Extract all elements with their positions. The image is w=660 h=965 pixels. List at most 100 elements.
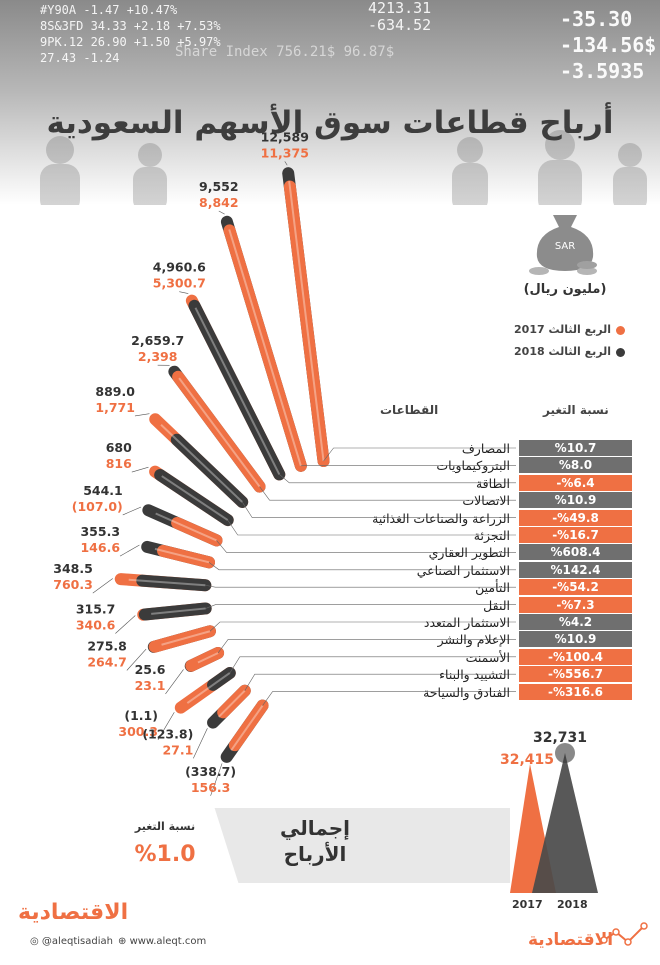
legend-swatch-2018 [616, 347, 625, 357]
sector-bar-group [149, 465, 234, 527]
bar-2017 [172, 370, 266, 493]
sector-name: الاتصالات [462, 493, 510, 509]
sector-bar-group [220, 699, 269, 763]
value-2017-label: 8,842 [199, 195, 239, 210]
value-2017-label: 5,300.7 [153, 276, 206, 291]
bar-highlight [197, 652, 219, 664]
globe-icon: ⊕ [118, 936, 127, 947]
year-2018-label: 2018 [557, 898, 588, 911]
legend-label-2018: الربع الثالث 2018 [514, 345, 611, 358]
bar-2018 [138, 602, 212, 621]
total-2018-value: 32,731 [533, 730, 588, 746]
row-connector [216, 540, 516, 553]
bar-2017 [228, 699, 269, 752]
label-leader [119, 544, 140, 557]
row-connector [227, 519, 516, 536]
label-leader [134, 413, 150, 417]
sector-bar-group [207, 684, 251, 729]
sector-bar-group [185, 294, 286, 481]
legend-label-2017: الربع الثالث 2017 [514, 323, 611, 336]
sector-change-value: %7.3- [519, 596, 632, 613]
sector-change-value: %316.6- [519, 683, 632, 700]
bar-highlight [160, 424, 243, 503]
value-2018-label: 12,589 [261, 129, 309, 144]
sector-name: الإعلام والنشر [437, 632, 510, 648]
value-2017-label: 340.6 [76, 617, 116, 632]
bar-2018 [136, 574, 212, 592]
label-leader [284, 161, 288, 166]
sector-change-value: %16.7- [519, 527, 632, 543]
sector-bar-group [149, 413, 249, 508]
sector-name: النقل [483, 597, 510, 613]
bar-2018 [154, 468, 234, 527]
value-2018-label: 25.6 [135, 662, 166, 677]
ticker-middle: 4213.31 -634.52 [368, 0, 432, 34]
sector-change-value: %142.4 [519, 561, 632, 578]
total-change-label: نسبة التغير [134, 820, 196, 833]
value-2017-label: 816 [106, 456, 132, 471]
row-connector [217, 639, 516, 654]
sector-change-value: %4.2 [519, 614, 632, 630]
ticker-left: #Y90A -1.47 +10.47% 8S&3FD 34.33 +2.18 +… [40, 3, 221, 65]
bar-highlight [161, 475, 229, 521]
sector-change-value: %608.4 [519, 544, 632, 561]
sector-change-value: %100.4- [519, 648, 632, 665]
row-connector [208, 562, 516, 571]
unit-label: (مليون ريال) [523, 282, 607, 297]
value-2017-label: 2,398 [138, 349, 178, 364]
website-link[interactable]: ⊕ www.aleqt.com [118, 936, 206, 947]
bar-2018 [170, 433, 249, 508]
total-2018-triangle [532, 753, 598, 893]
summary-change-panel [15, 803, 240, 888]
sector-bar-group [141, 540, 216, 569]
value-2018-label: (123.8) [142, 726, 193, 741]
sector-name: التجزئة [473, 528, 510, 543]
row-connector [209, 621, 516, 632]
bar-2017 [148, 625, 216, 653]
row-connector [259, 486, 516, 501]
bar-highlight [128, 578, 206, 587]
bar-2017 [157, 544, 216, 569]
row-connector [262, 691, 516, 706]
sector-change-value: %6.4- [519, 474, 632, 491]
bar-2018 [207, 666, 236, 691]
money-bag-icon: SAR [529, 215, 597, 275]
value-2018-label: 315.7 [76, 601, 116, 616]
label-leader [122, 506, 142, 516]
sector-bar-group [114, 573, 212, 592]
page-title: أرباح قطاعات سوق الأسهم السعودية [46, 105, 614, 141]
value-2017-label: 146.6 [80, 540, 120, 555]
sector-name: البتروكيماويات [436, 458, 510, 474]
label-leader [115, 615, 136, 634]
sector-change-value: %556.7- [519, 666, 632, 683]
bar-highlight [154, 547, 210, 564]
value-2017-label: 264.7 [87, 654, 127, 669]
total-2017-value: 32,415 [500, 752, 555, 768]
bar-highlight [194, 307, 281, 475]
crowd-silhouettes [40, 130, 647, 205]
year-2017-label: 2017 [512, 898, 543, 911]
total-profits-label: إجمالي الأرباح [280, 816, 350, 866]
twitter-icon: ◎ [30, 936, 39, 947]
value-2018-label: 348.5 [53, 561, 93, 576]
label-leader [92, 578, 113, 594]
sector-bar-group [174, 666, 236, 714]
row-connector [241, 501, 516, 518]
label-leader [193, 728, 208, 759]
website-text: www.aleqt.com [129, 936, 207, 947]
sector-bar-group [147, 625, 216, 653]
bar-highlight [178, 377, 261, 488]
value-2018-label: 355.3 [80, 524, 120, 539]
row-connector [205, 584, 516, 588]
value-2018-label: 680 [106, 440, 132, 455]
row-connector [205, 604, 516, 609]
change-header: نسبة التغير [543, 403, 609, 417]
twitter-handle[interactable]: ◎ @aleqtisadiah [30, 936, 113, 947]
bar-highlight [155, 512, 217, 542]
brand-logo: الاقتصادية [18, 900, 129, 925]
value-2017-label: 300.3 [118, 724, 158, 739]
sector-bar-group [142, 504, 223, 547]
row-connector [323, 447, 516, 462]
ticker-index: Share Index 756.21$ 96.87$ [175, 44, 395, 60]
